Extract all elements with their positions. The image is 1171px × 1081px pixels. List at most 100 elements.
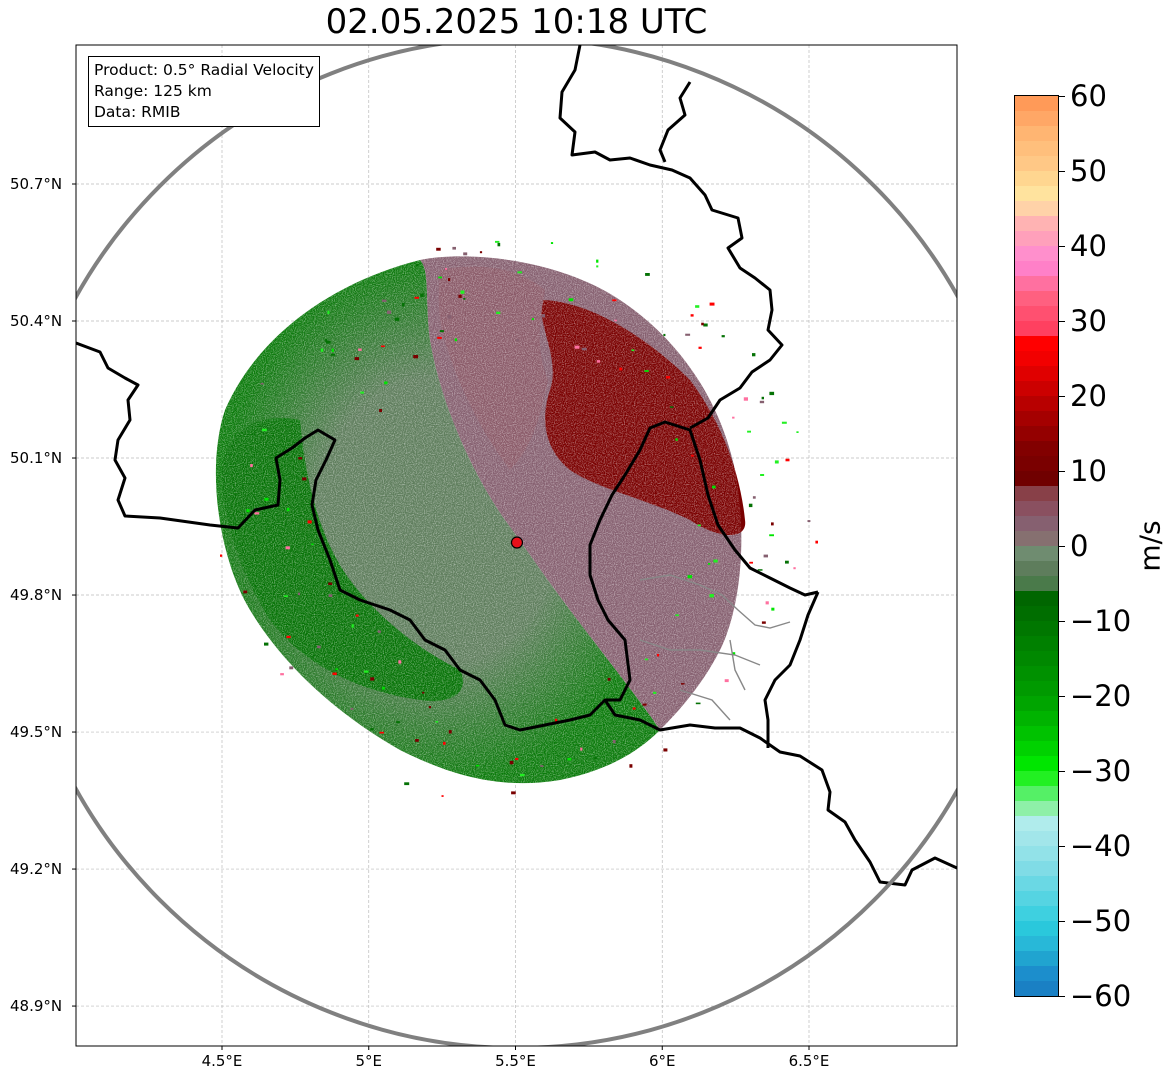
speckle [531,318,534,321]
speckle [415,264,419,266]
colorbar-segment [1015,126,1058,141]
speckle [703,323,708,327]
speckle [749,561,753,564]
speckle [515,757,519,761]
speckle [220,554,223,557]
speckle [709,302,715,306]
speckle [581,347,587,351]
lon-tick-label-3: 6°E [648,1052,676,1070]
colorbar-segment [1015,366,1058,381]
colorbar-segment [1015,276,1058,291]
speckle [568,298,574,302]
speckle [712,485,716,489]
speckle [541,314,545,318]
speckle [771,522,774,526]
speckle [631,349,635,352]
speckle [540,765,544,767]
speckle [326,340,331,344]
speckle [260,382,264,385]
colorbar-tickmark-12 [1059,996,1065,997]
colorbar-tick-label-7: −10 [1070,604,1132,638]
speckle [428,706,431,709]
speckle [332,672,337,675]
colorbar-segment [1015,501,1058,516]
speckle [298,457,303,460]
speckle [785,560,789,564]
speckle [612,740,616,744]
lat-tick-label-1: 50.4°N [10,312,63,330]
colorbar-segment [1015,216,1058,231]
colorbar-segment [1015,171,1058,186]
colorbar-tick-label-9: −30 [1070,754,1132,788]
radar-site-marker[interactable] [510,536,524,549]
speckle [681,683,685,685]
axis-tickmarks [72,183,810,1050]
speckle [441,795,444,797]
speckle [666,376,671,379]
speckle [520,773,525,777]
colorbar-segment [1015,111,1058,126]
colorbar-segment [1015,936,1058,951]
colorbar-segment [1015,156,1058,171]
speckle [509,760,514,765]
colorbar-tick-label-0: 60 [1070,79,1107,113]
speckle [448,730,452,734]
speckle [415,739,419,742]
speckle [289,666,294,670]
speckle [567,758,572,761]
speckle [360,391,364,394]
colorbar-segment [1015,861,1058,876]
speckle [404,782,410,786]
speckle [436,247,441,251]
speckle [629,764,633,768]
speckle [402,303,405,307]
speckle [335,668,338,670]
colorbar-tick-label-10: −40 [1070,829,1132,863]
speckle [445,268,447,270]
colorbar-segment [1015,396,1058,411]
colorbar-segment [1015,231,1058,246]
plot-frame [75,44,958,1047]
speckle [285,546,290,550]
border-france-south [603,699,957,887]
speckle [732,652,736,655]
speckle [325,338,328,342]
range-label: Range: 125 km [94,82,212,100]
colorbar-segment [1015,891,1058,906]
speckle [328,594,333,597]
speckle [394,317,400,321]
colorbar-segment [1015,381,1058,396]
speckle [724,679,729,683]
speckle [264,497,269,501]
speckle [448,278,451,281]
speckle [320,348,324,352]
colorbar-segment [1015,831,1058,846]
colorbar-segment [1015,606,1058,621]
speckle [732,416,735,419]
colorbar-tick-label-4: 20 [1070,379,1107,413]
colorbar-segment [1015,921,1058,936]
speckle [596,265,599,268]
speckle [632,707,636,710]
speckle [748,503,753,508]
colorbar-tick-label-2: 40 [1070,229,1107,263]
speckle [413,355,419,359]
speckle [414,296,419,299]
speckle [311,543,314,546]
speckle [781,421,787,424]
border-north-east [658,81,692,163]
speckle [280,673,284,676]
colorbar-tickmark-9 [1059,771,1065,772]
colorbar-segment [1015,981,1058,996]
colorbar-tick-label-1: 50 [1070,154,1107,188]
speckle [377,630,381,633]
speckle [496,311,501,314]
radar-echo-field [215,256,746,784]
colorbar-segment [1015,591,1058,606]
speckle [612,299,617,302]
lat-tick-label-0: 50.7°N [10,175,63,193]
colorbar-segment [1015,681,1058,696]
colorbar-segment [1015,456,1058,471]
speckle [685,333,691,336]
